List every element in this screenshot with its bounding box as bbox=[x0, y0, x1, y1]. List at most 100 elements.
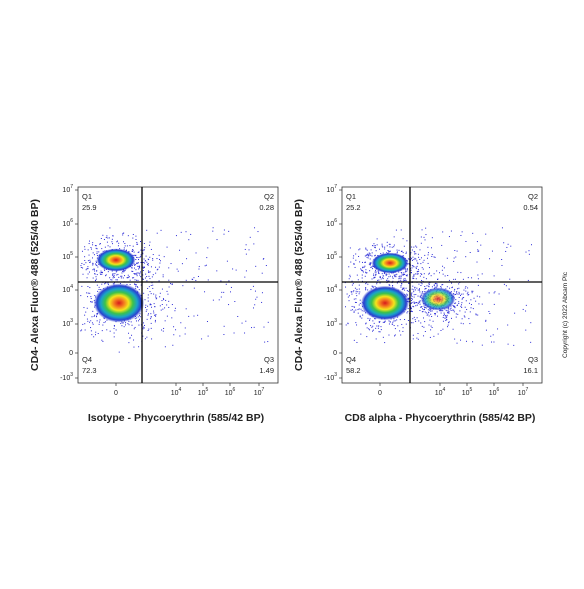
event-dot bbox=[142, 270, 144, 272]
event-dot bbox=[465, 256, 467, 258]
tick-base: 10 bbox=[462, 390, 470, 397]
event-dot bbox=[401, 250, 403, 252]
event-dot bbox=[417, 263, 419, 265]
event-dot bbox=[456, 293, 458, 295]
event-dot bbox=[417, 262, 419, 264]
event-dot bbox=[418, 289, 420, 291]
event-dot bbox=[441, 284, 443, 286]
event-dot bbox=[129, 284, 131, 286]
event-dot bbox=[123, 241, 125, 243]
event-dot bbox=[112, 283, 114, 285]
event-dot bbox=[128, 276, 130, 278]
event-dot bbox=[411, 246, 413, 248]
event-dot bbox=[170, 263, 172, 265]
event-dot bbox=[424, 239, 426, 241]
event-dot bbox=[379, 331, 381, 333]
event-dot bbox=[470, 307, 472, 309]
event-dot bbox=[364, 275, 366, 277]
event-dot bbox=[136, 272, 138, 274]
event-dot bbox=[218, 299, 220, 301]
event-dot bbox=[355, 259, 357, 261]
event-dot bbox=[146, 280, 148, 282]
event-dot bbox=[410, 272, 412, 274]
quadrant-name: Q2 bbox=[264, 192, 274, 201]
event-dot bbox=[400, 277, 402, 279]
event-dot bbox=[118, 276, 120, 278]
event-dot bbox=[374, 254, 376, 256]
event-dot bbox=[452, 328, 454, 330]
event-dot bbox=[107, 284, 109, 286]
event-dot bbox=[95, 278, 97, 280]
event-dot bbox=[448, 310, 450, 312]
event-dot bbox=[140, 276, 142, 278]
event-dot bbox=[223, 325, 225, 327]
event-dot bbox=[387, 250, 389, 252]
event-dot bbox=[150, 327, 152, 329]
event-dot bbox=[489, 312, 491, 314]
event-dot bbox=[105, 275, 107, 277]
event-dot bbox=[228, 230, 230, 232]
event-dot bbox=[452, 309, 454, 311]
event-dot bbox=[389, 243, 391, 245]
event-dot bbox=[140, 271, 142, 273]
event-dot bbox=[455, 316, 457, 318]
event-dot bbox=[388, 273, 390, 275]
event-dot bbox=[440, 286, 442, 288]
tick-label: 104 bbox=[62, 284, 73, 294]
event-dot bbox=[137, 262, 139, 264]
event-dot bbox=[175, 329, 177, 331]
event-dot bbox=[481, 303, 483, 305]
event-dot bbox=[459, 295, 461, 297]
event-dot bbox=[142, 328, 144, 330]
event-dot bbox=[253, 326, 255, 328]
event-dot bbox=[234, 301, 236, 303]
event-dot bbox=[104, 246, 106, 248]
event-dot bbox=[357, 279, 359, 281]
event-dot bbox=[125, 324, 127, 326]
event-dot bbox=[410, 322, 412, 324]
event-dot bbox=[353, 298, 355, 300]
event-dot bbox=[147, 300, 149, 302]
event-dot bbox=[446, 316, 448, 318]
event-dot bbox=[375, 338, 377, 340]
event-dot bbox=[423, 273, 425, 275]
event-dot bbox=[198, 268, 200, 270]
event-dot bbox=[86, 277, 88, 279]
event-dot bbox=[147, 297, 149, 299]
event-dot bbox=[80, 295, 82, 297]
event-dot bbox=[124, 270, 126, 272]
event-dot bbox=[467, 291, 469, 293]
tick-base: 10 bbox=[62, 254, 70, 261]
event-dot bbox=[135, 262, 137, 264]
tick-base: 0 bbox=[378, 390, 382, 397]
event-dot bbox=[139, 265, 141, 267]
event-dot bbox=[374, 245, 376, 247]
event-dot bbox=[408, 297, 410, 299]
event-dot bbox=[388, 320, 390, 322]
event-dot bbox=[123, 247, 125, 249]
event-dot bbox=[353, 290, 355, 292]
event-dot bbox=[382, 252, 384, 254]
event-dot bbox=[372, 330, 374, 332]
event-dot bbox=[400, 272, 402, 274]
event-dot bbox=[412, 322, 414, 324]
event-dot bbox=[212, 299, 214, 301]
event-dot bbox=[375, 270, 377, 272]
event-dot bbox=[349, 274, 351, 276]
event-dot bbox=[149, 241, 151, 243]
event-dot bbox=[96, 316, 98, 318]
event-dot bbox=[414, 289, 416, 291]
event-dot bbox=[467, 277, 469, 279]
event-dot bbox=[93, 336, 95, 338]
event-dot bbox=[254, 290, 256, 292]
event-dot bbox=[94, 270, 96, 272]
event-dot bbox=[423, 309, 425, 311]
event-dot bbox=[400, 286, 402, 288]
event-dot bbox=[416, 304, 418, 306]
event-dot bbox=[413, 296, 415, 298]
event-dot bbox=[371, 285, 373, 287]
event-dot bbox=[146, 276, 148, 278]
event-dot bbox=[134, 273, 136, 275]
quadrant-value: 0.54 bbox=[523, 203, 538, 212]
